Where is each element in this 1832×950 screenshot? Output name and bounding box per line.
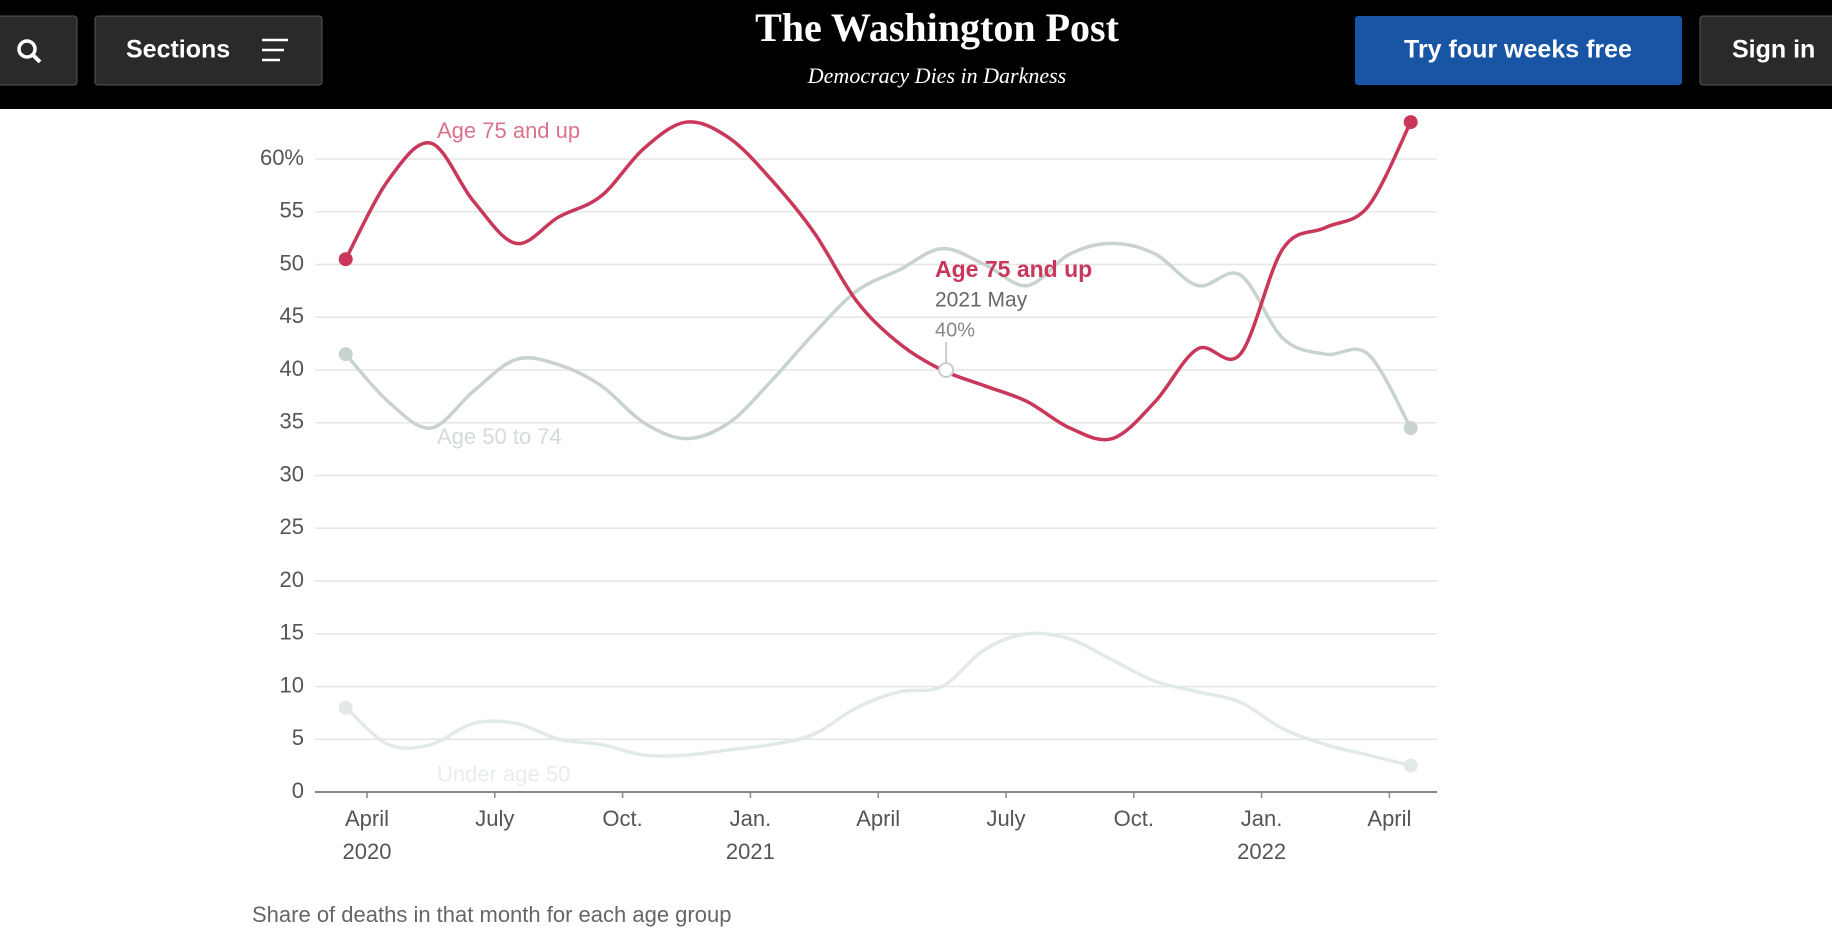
- tagline: Democracy Dies in Darkness: [807, 63, 1066, 88]
- series-line: [344, 631, 1412, 768]
- menu-icon: [262, 38, 288, 62]
- x-tick-label: April: [856, 806, 900, 831]
- sign-in-button[interactable]: [1699, 15, 1832, 86]
- y-tick-label: 40: [280, 356, 304, 381]
- x-tick-label: Oct.: [1114, 806, 1154, 831]
- plot-area: 0 5 10 15 20 25 30 35 40 45 50 55 60% April 2020 July Oc…: [260, 115, 1437, 864]
- tooltip-value: 40%: [935, 319, 975, 341]
- search-button[interactable]: [0, 15, 78, 86]
- sections-label: Sections: [126, 36, 230, 64]
- y-tick-label: 50: [280, 250, 304, 275]
- y-tick-label: 15: [280, 620, 304, 645]
- y-tick-label: 55: [280, 198, 304, 223]
- subscribe-button[interactable]: [1355, 16, 1682, 85]
- y-tick-label: 0: [292, 778, 304, 803]
- x-tick-label: April 2020: [343, 806, 392, 864]
- search-icon: [31, 53, 42, 64]
- tooltip-title: Age 75 and up: [935, 256, 1092, 282]
- x-tick-label: July: [986, 806, 1025, 831]
- y-tick-label: 30: [280, 461, 304, 486]
- y-tick-label: 10: [280, 672, 304, 697]
- sections-button[interactable]: [94, 15, 323, 86]
- end-dot: [338, 700, 353, 715]
- y-tick-label: 5: [292, 725, 304, 750]
- y-tick-label: 60%: [260, 145, 304, 170]
- end-dot: [1403, 758, 1418, 773]
- end-dot: [338, 252, 353, 267]
- x-tick-label: Jan. 2021: [726, 806, 775, 864]
- x-tick-label: April: [1367, 806, 1411, 831]
- tooltip-date: 2021 May: [935, 289, 1028, 312]
- search-icon: [17, 39, 37, 59]
- chart-caption: Share of deaths in that month for each a…: [252, 902, 731, 927]
- series-line: [344, 120, 1413, 442]
- series-line: [344, 241, 1413, 441]
- site-header: Sections The Washington Post Democracy D…: [0, 0, 1832, 109]
- sign-in-label: Sign in: [1732, 36, 1815, 64]
- end-dot: [1403, 421, 1418, 436]
- end-dot: [1403, 115, 1418, 130]
- logo[interactable]: The Washington Post: [755, 5, 1119, 50]
- x-tick-label: Jan. 2022: [1237, 806, 1286, 864]
- series-label: Age 50 to 74: [437, 424, 562, 449]
- y-tick-label: 35: [280, 409, 304, 434]
- series-label: Under age 50: [437, 761, 570, 786]
- x-tick-label: Oct.: [602, 806, 642, 831]
- series-label: Age 75 and up: [437, 118, 580, 143]
- end-dot: [338, 347, 353, 362]
- x-tick-label: July: [475, 806, 514, 831]
- y-tick-label: 20: [280, 567, 304, 592]
- subscribe-label: Try four weeks free: [1404, 36, 1632, 64]
- y-tick-label: 45: [280, 303, 304, 328]
- y-tick-label: 25: [280, 514, 304, 539]
- tooltip-marker: [938, 362, 955, 378]
